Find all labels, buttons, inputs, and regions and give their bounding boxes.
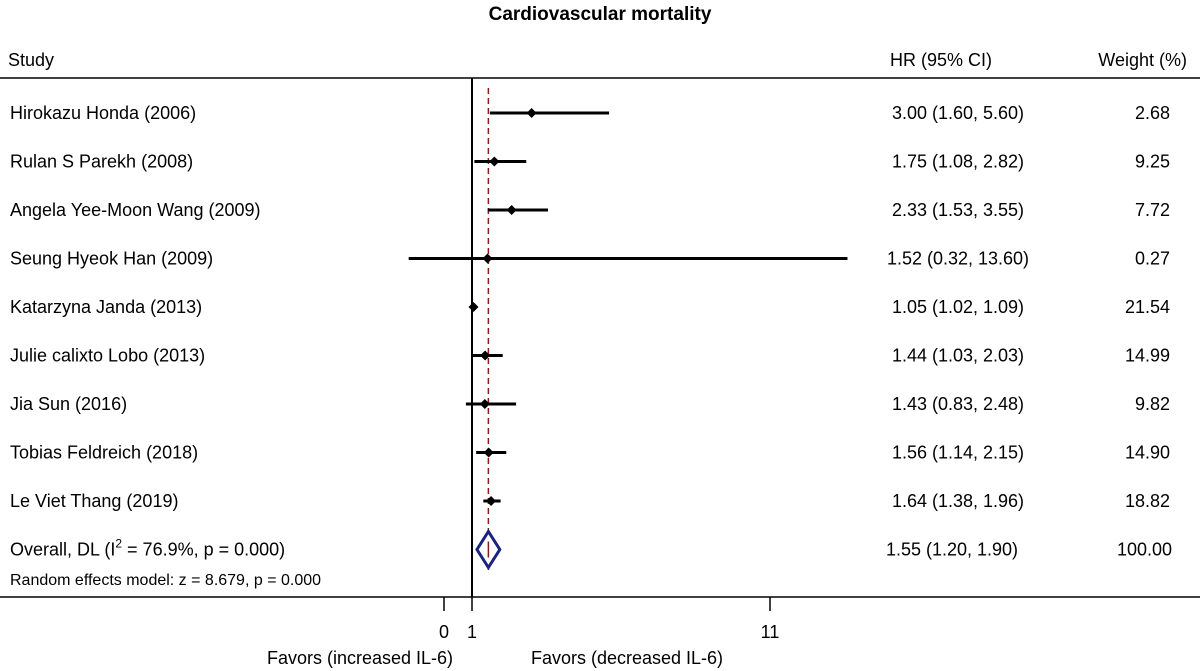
study-label: Julie calixto Lobo (2013) [10,346,205,366]
hr-value: 1.44 (1.03, 2.03) [892,346,1024,366]
weight-value: 21.54 [1125,297,1170,317]
weight-value: 14.90 [1125,443,1170,463]
model-note: Random effects model: z = 8.679, p = 0.0… [10,572,321,589]
hr-value: 1.75 (1.08, 2.82) [892,152,1024,172]
study-label: Rulan S Parekh (2008) [10,152,193,172]
study-label: Jia Sun (2016) [10,394,127,414]
x-tick-label: 11 [761,622,780,642]
study-label: Hirokazu Honda (2006) [10,103,196,123]
hr-value: 3.00 (1.60, 5.60) [892,103,1024,123]
x-tick-label: 0 [439,622,449,642]
weight-value: 9.82 [1135,394,1170,414]
hr-value: 1.64 (1.38, 1.96) [892,491,1024,511]
hr-value: 2.33 (1.53, 3.55) [892,200,1024,220]
favors-right-label: Favors (decreased IL-6) [531,648,723,668]
x-tick-label: 1 [467,622,477,642]
header-weight: Weight (%) [1098,50,1187,70]
point-estimate [489,156,500,167]
point-estimate [480,350,491,361]
weight-value: 14.99 [1125,346,1170,366]
point-estimate [486,496,497,506]
study-label: Seung Hyeok Han (2009) [10,249,213,269]
hr-value: 1.05 (1.02, 1.09) [892,297,1024,317]
weight-value: 0.27 [1135,249,1170,269]
header-hr: HR (95% CI) [890,50,992,70]
header-study: Study [8,50,54,70]
overall-hr-value: 1.55 (1.20, 1.90) [886,540,1018,560]
hr-value: 1.43 (0.83, 2.48) [892,394,1024,414]
study-label: Katarzyna Janda (2013) [10,297,202,317]
point-estimate [468,302,479,312]
weight-value: 2.68 [1135,103,1170,123]
study-label: Tobias Feldreich (2018) [10,443,198,463]
overall-label: Overall, DL (I2 = 76.9%, p = 0.000) [10,537,285,560]
hr-value: 1.52 (0.32, 13.60) [887,249,1029,269]
weight-value: 18.82 [1125,491,1170,511]
hr-value: 1.56 (1.14, 2.15) [892,443,1024,463]
point-estimate [482,253,493,264]
weight-value: 9.25 [1135,152,1170,172]
study-label: Angela Yee-Moon Wang (2009) [10,200,261,220]
chart-title: Cardiovascular mortality [489,4,712,25]
overall-weight-value: 100.00 [1117,540,1172,560]
point-estimate [479,399,490,409]
favors-left-label: Favors (increased IL-6) [267,648,453,668]
study-label: Le Viet Thang (2019) [10,491,178,511]
point-estimate [506,205,517,215]
point-estimate [483,447,494,458]
weight-value: 7.72 [1135,200,1170,220]
point-estimate [526,108,537,118]
